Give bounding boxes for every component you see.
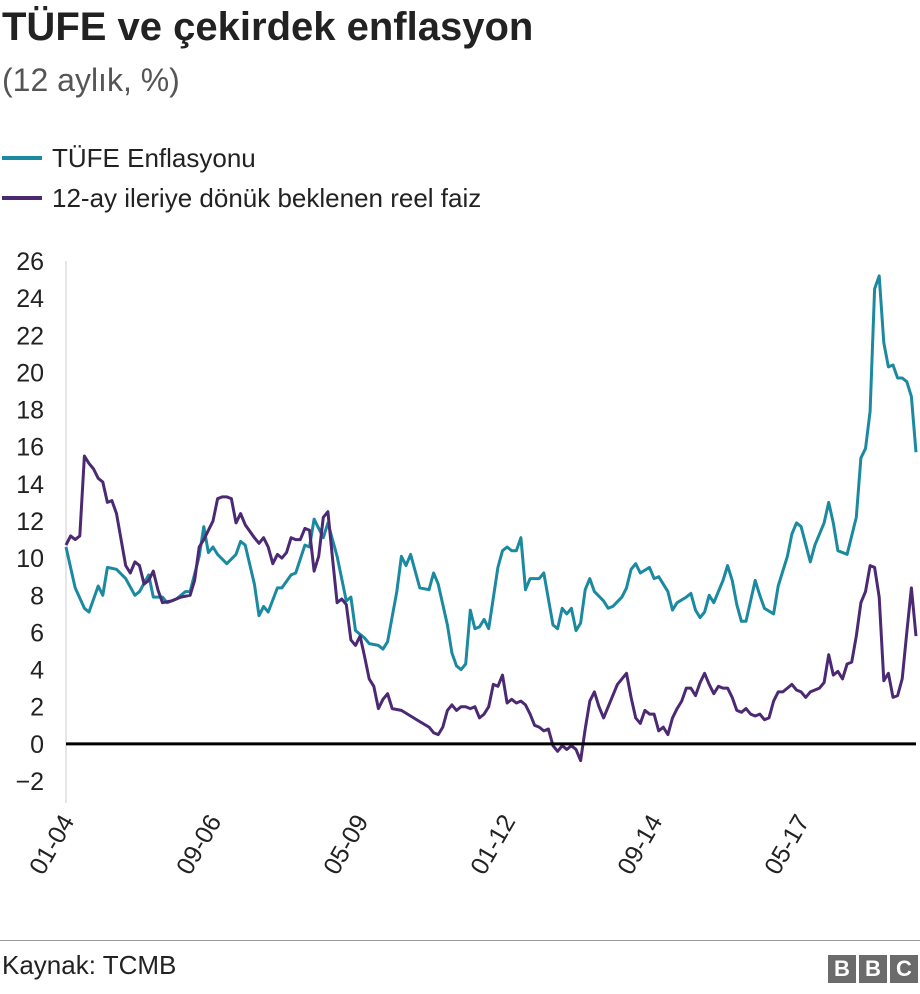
- x-tick-label: 01-04: [24, 810, 80, 879]
- legend-swatch-tufe: [2, 156, 42, 160]
- legend-label-reel-faiz: 12-ay ileriye dönük beklenen reel faiz: [52, 182, 482, 213]
- y-tick-label: 10: [16, 545, 44, 573]
- y-tick-label: 12: [16, 508, 44, 536]
- x-tick-label: 09-14: [612, 810, 668, 879]
- y-tick-label: 18: [16, 397, 44, 425]
- bbc-logo-letter: B: [828, 955, 856, 983]
- source-note: Kaynak: TCMB: [2, 950, 177, 980]
- chart-title: TÜFE ve çekirdek enflasyon: [2, 5, 534, 49]
- legend: TÜFE Enflasyonu 12-ay ileriye dönük bekl…: [2, 138, 481, 218]
- x-tick-label: 05-09: [318, 810, 374, 879]
- y-tick-label: 6: [30, 619, 44, 647]
- legend-item-tufe: TÜFE Enflasyonu: [2, 138, 481, 178]
- x-tick-label: 05-17: [759, 810, 815, 879]
- legend-swatch-reel-faiz: [2, 196, 42, 200]
- footer-divider: [0, 940, 920, 941]
- x-tick-label: 09-06: [171, 810, 227, 879]
- y-tick-label: 2: [30, 694, 44, 722]
- x-tick-label: 01-12: [465, 810, 521, 879]
- series-line-tufe: [64, 274, 918, 672]
- y-tick-label: 26: [16, 248, 44, 276]
- bbc-logo-letter: B: [859, 955, 887, 983]
- bbc-logo: B B C: [828, 955, 918, 983]
- y-tick-label: 16: [16, 434, 44, 462]
- y-tick-label: 22: [16, 322, 44, 350]
- legend-label-tufe: TÜFE Enflasyonu: [52, 142, 256, 173]
- bbc-logo-letter: C: [890, 955, 918, 983]
- y-tick-label: 8: [30, 582, 44, 610]
- series-line-reel-faiz: [64, 454, 918, 763]
- legend-item-reel-faiz: 12-ay ileriye dönük beklenen reel faiz: [2, 178, 481, 218]
- y-tick-label: 4: [30, 657, 44, 685]
- chart-subtitle: (12 aylık, %): [2, 62, 180, 98]
- y-tick-label: 14: [16, 471, 44, 499]
- y-tick-label: 20: [16, 359, 44, 387]
- y-tick-label: 0: [30, 731, 44, 759]
- y-tick-label: −2: [15, 768, 44, 796]
- y-tick-label: 24: [16, 285, 44, 313]
